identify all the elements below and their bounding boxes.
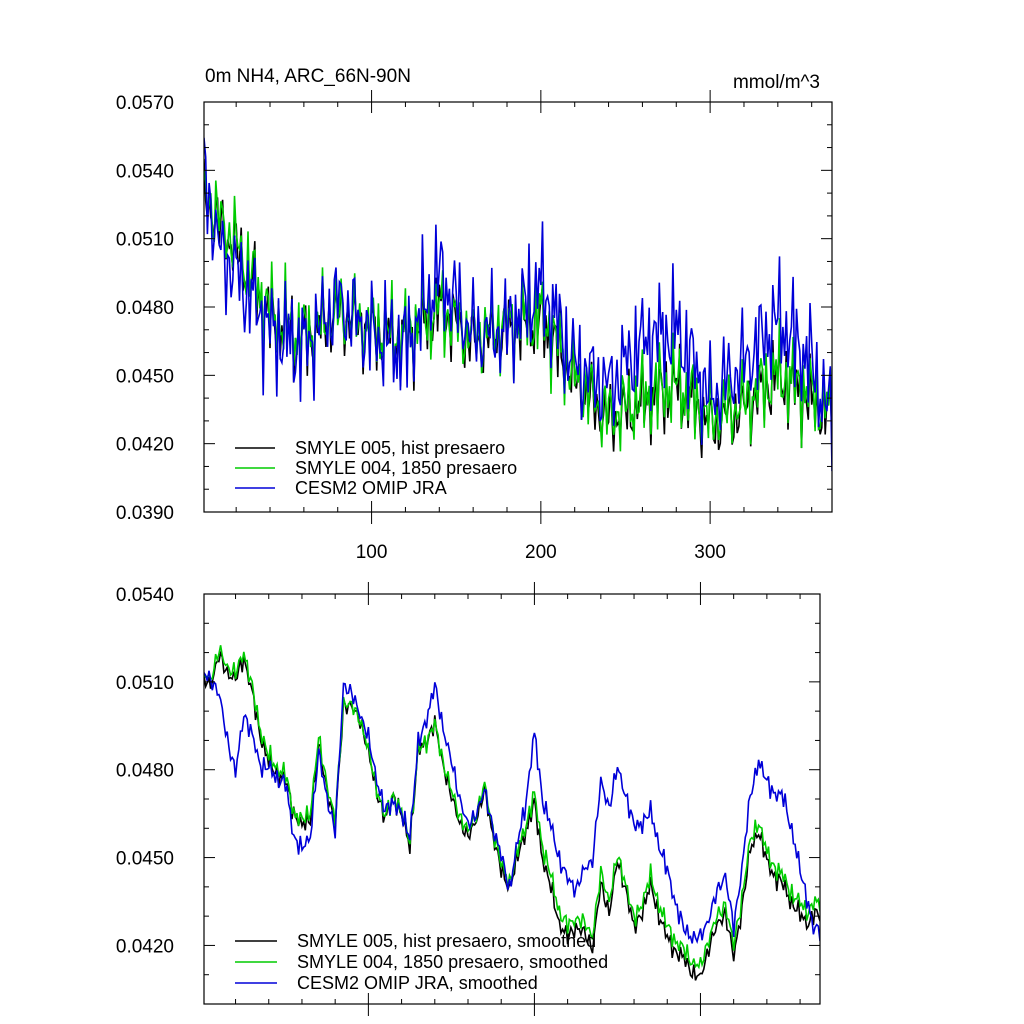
y-tick-label: 0.0420 bbox=[116, 435, 174, 456]
y-tick-label: 0.0540 bbox=[116, 161, 174, 182]
legend-label-1: SMYLE 004, 1850 presaero, smoothed bbox=[297, 952, 608, 972]
bottom-chart-panel: 0.0420 0.0450 0.0480 0.0510 0.0540 SMYLE 005… bbox=[116, 582, 821, 1016]
y-tick-label: 0.0570 bbox=[116, 93, 174, 114]
y-tick-label: 0.0450 bbox=[116, 849, 174, 870]
x-tick-label: 100 bbox=[356, 542, 388, 563]
y-tick-label: 0.0510 bbox=[116, 230, 174, 251]
y-tick-label: 0.0480 bbox=[116, 761, 174, 782]
units-label: mmol/m^3 bbox=[733, 72, 820, 93]
legend-label-2: CESM2 OMIP JRA, smoothed bbox=[297, 973, 538, 993]
y-tick-label: 0.0540 bbox=[116, 585, 174, 606]
series-line-2 bbox=[204, 670, 820, 944]
legend-label-2: CESM2 OMIP JRA bbox=[295, 478, 447, 498]
chart-title: 0m NH4, ARC_66N-90N bbox=[205, 66, 411, 87]
legend-label-0: SMYLE 005, hist presaero bbox=[295, 438, 505, 458]
y-tick-label: 0.0390 bbox=[116, 503, 174, 524]
top-chart-lines bbox=[204, 137, 832, 472]
y-tick-label: 0.0480 bbox=[116, 298, 174, 319]
top-chart-ticks: 0.0390 0.0420 0.0450 0.0480 0.0510 0.0540 0.05… bbox=[116, 90, 832, 563]
y-tick-label: 0.0510 bbox=[116, 673, 174, 694]
bottom-chart-lines bbox=[204, 645, 820, 981]
bottom-chart-legend: SMYLE 005, hist presaero, smoothedSMYLE … bbox=[235, 931, 608, 993]
y-tick-label: 0.0450 bbox=[116, 366, 174, 387]
series-line-2 bbox=[204, 137, 832, 472]
x-tick-label: 200 bbox=[525, 542, 557, 563]
y-tick-label: 0.0420 bbox=[116, 936, 174, 957]
legend-label-0: SMYLE 005, hist presaero, smoothed bbox=[297, 931, 596, 951]
bottom-chart-ticks: 0.0420 0.0450 0.0480 0.0510 0.0540 bbox=[116, 582, 820, 1016]
legend-label-1: SMYLE 004, 1850 presaero bbox=[295, 458, 517, 478]
x-tick-label: 300 bbox=[694, 542, 726, 563]
top-chart-panel: 0m NH4, ARC_66N-90N mmol/m^3 0.0390 0.042… bbox=[116, 66, 833, 563]
